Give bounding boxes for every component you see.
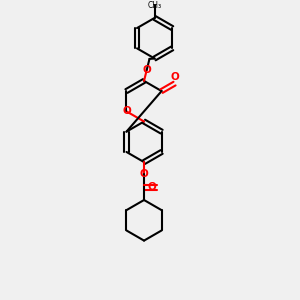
Text: O: O xyxy=(140,169,148,179)
Text: CH₃: CH₃ xyxy=(148,1,162,10)
Text: O: O xyxy=(148,182,156,193)
Text: O: O xyxy=(123,106,131,116)
Text: O: O xyxy=(143,65,152,75)
Text: O: O xyxy=(170,72,179,82)
